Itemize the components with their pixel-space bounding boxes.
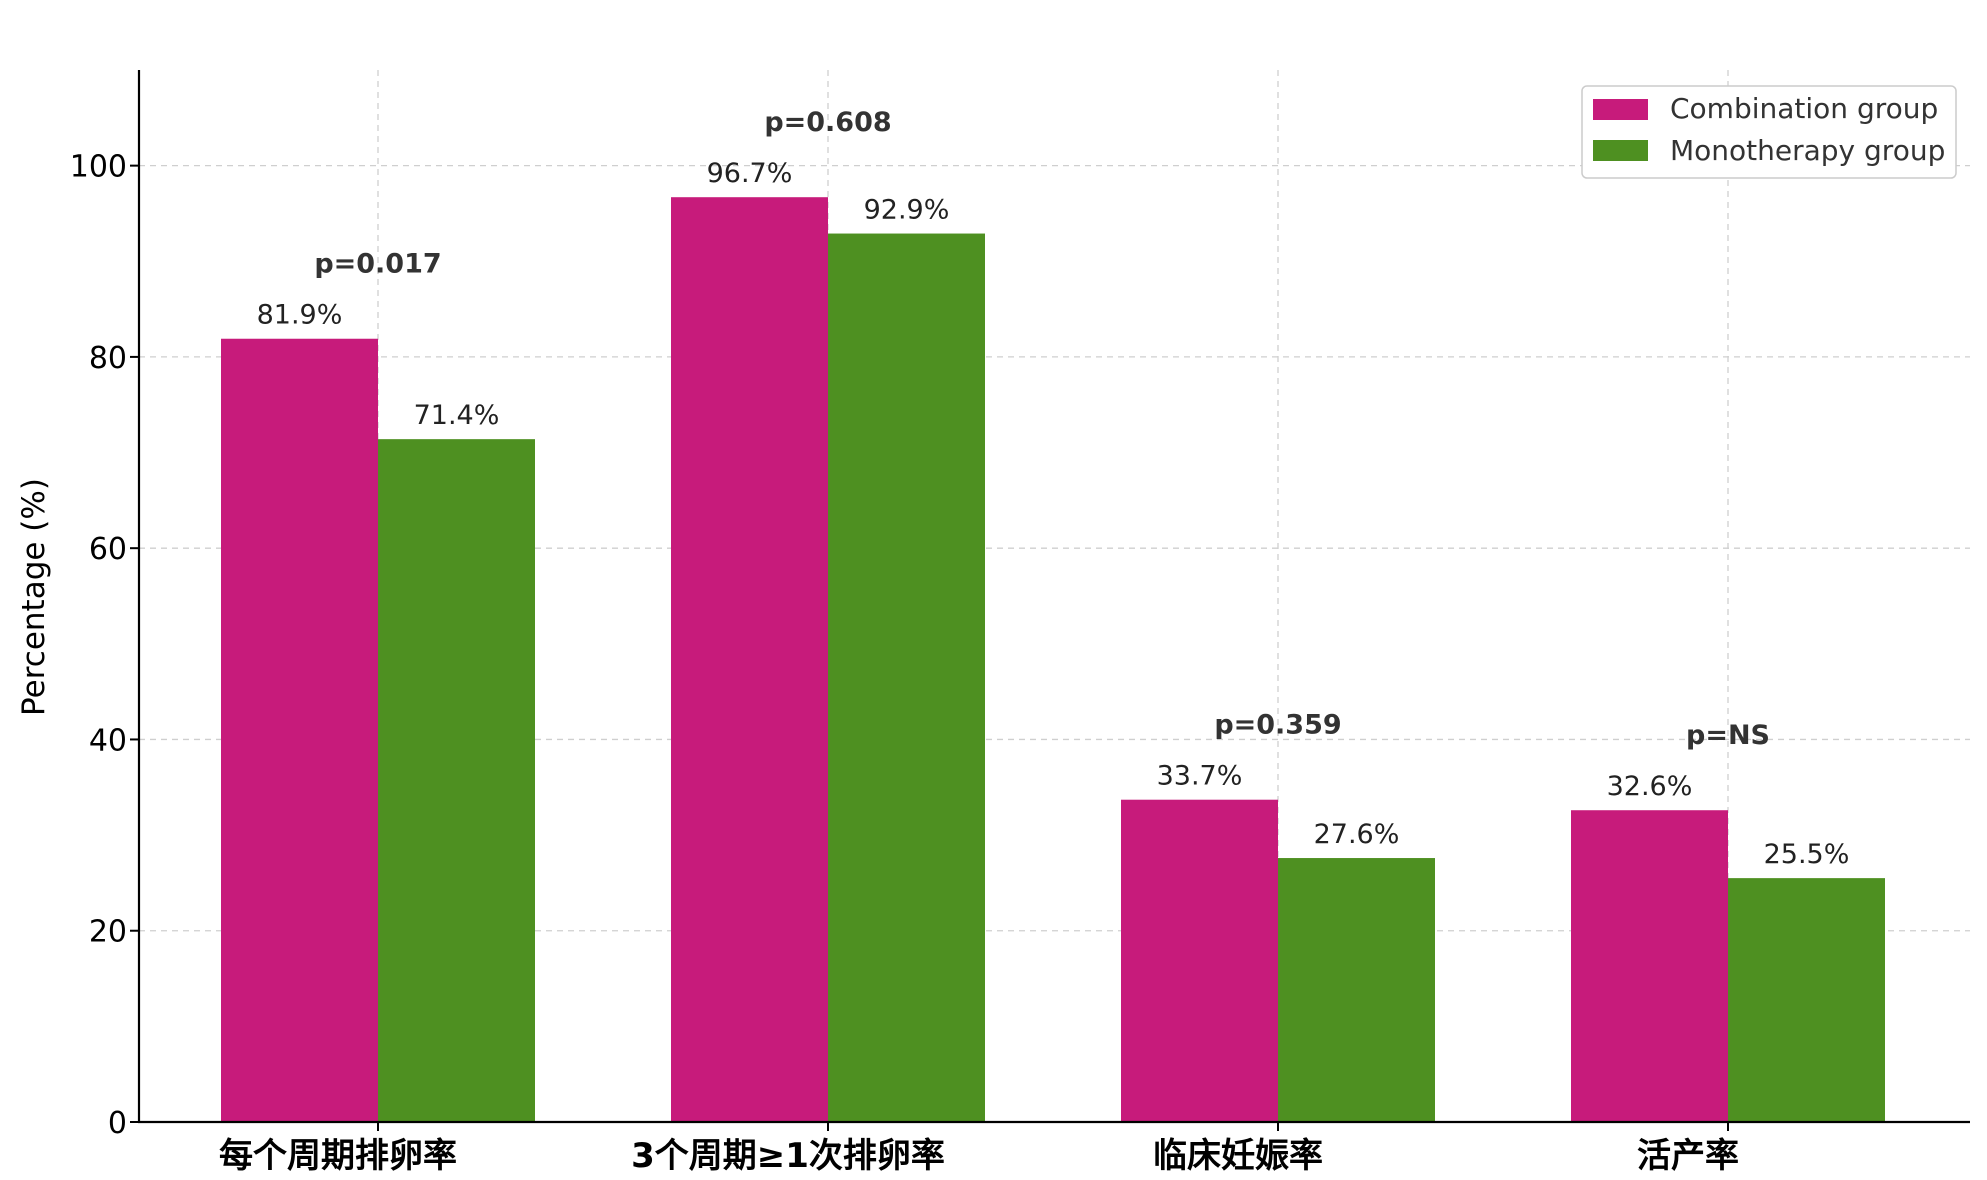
value-label-combination-3: 32.6% (1607, 771, 1693, 802)
value-label-monotherapy-3: 25.5% (1764, 839, 1850, 870)
legend: Combination group Monotherapy group (1581, 85, 1957, 179)
y-tick-label-20: 20 (89, 915, 127, 950)
bar-monotherapy-0 (378, 439, 535, 1122)
value-label-combination-2: 33.7% (1157, 761, 1243, 792)
bar-combination-0 (221, 338, 378, 1123)
legend-swatch-combination (1593, 99, 1648, 120)
bar-monotherapy-3 (1728, 878, 1885, 1122)
grid-layer (139, 70, 1970, 1122)
x-tick-label-3: 活产率 (1637, 1136, 1739, 1176)
legend-label-combination: Combination group (1670, 92, 1938, 125)
bar-monotherapy-2 (1278, 858, 1435, 1122)
y-tick-label-80: 80 (89, 341, 127, 376)
y-tick-label-60: 60 (89, 532, 127, 567)
x-tick-label-2: 临床妊娠率 (1153, 1136, 1323, 1176)
y-tick-label-100: 100 (70, 150, 127, 185)
bars-layer (221, 197, 1885, 1123)
bar-combination-1 (671, 197, 828, 1123)
value-label-monotherapy-2: 27.6% (1314, 819, 1400, 850)
labels-layer: 81.9% 96.7% 33.7% 32.6% 71.4% 92.9% 27.6% 25.5%… (257, 107, 1850, 870)
x-tick-label-1: 3个周期≥1次排卵率 (631, 1136, 945, 1176)
p-value-label-3: p=NS (1686, 720, 1770, 751)
y-axis-label: Percentage (%) (16, 478, 52, 716)
y-tick-label-0: 0 (108, 1106, 127, 1141)
axes-layer: 0 20 40 60 80 100 每个周期排卵率 3个周期≥1次排卵率 临床妊娠率 活产率 (70, 70, 1970, 1176)
p-value-label-0: p=0.017 (314, 249, 441, 280)
value-label-combination-1: 96.7% (707, 158, 793, 189)
y-tick-label-40: 40 (89, 723, 127, 758)
p-value-label-2: p=0.359 (1214, 710, 1341, 741)
legend-frame (1581, 85, 1957, 179)
value-label-combination-0: 81.9% (257, 300, 343, 331)
value-label-monotherapy-1: 92.9% (864, 195, 950, 226)
bar-combination-2 (1121, 799, 1278, 1122)
bar-monotherapy-1 (828, 233, 985, 1122)
legend-swatch-monotherapy (1593, 140, 1648, 161)
legend-label-monotherapy: Monotherapy group (1670, 134, 1945, 167)
value-label-monotherapy-0: 71.4% (414, 400, 500, 431)
x-tick-label-0: 每个周期排卵率 (219, 1136, 457, 1176)
p-value-label-1: p=0.608 (764, 107, 891, 138)
bar-combination-3 (1571, 810, 1728, 1122)
